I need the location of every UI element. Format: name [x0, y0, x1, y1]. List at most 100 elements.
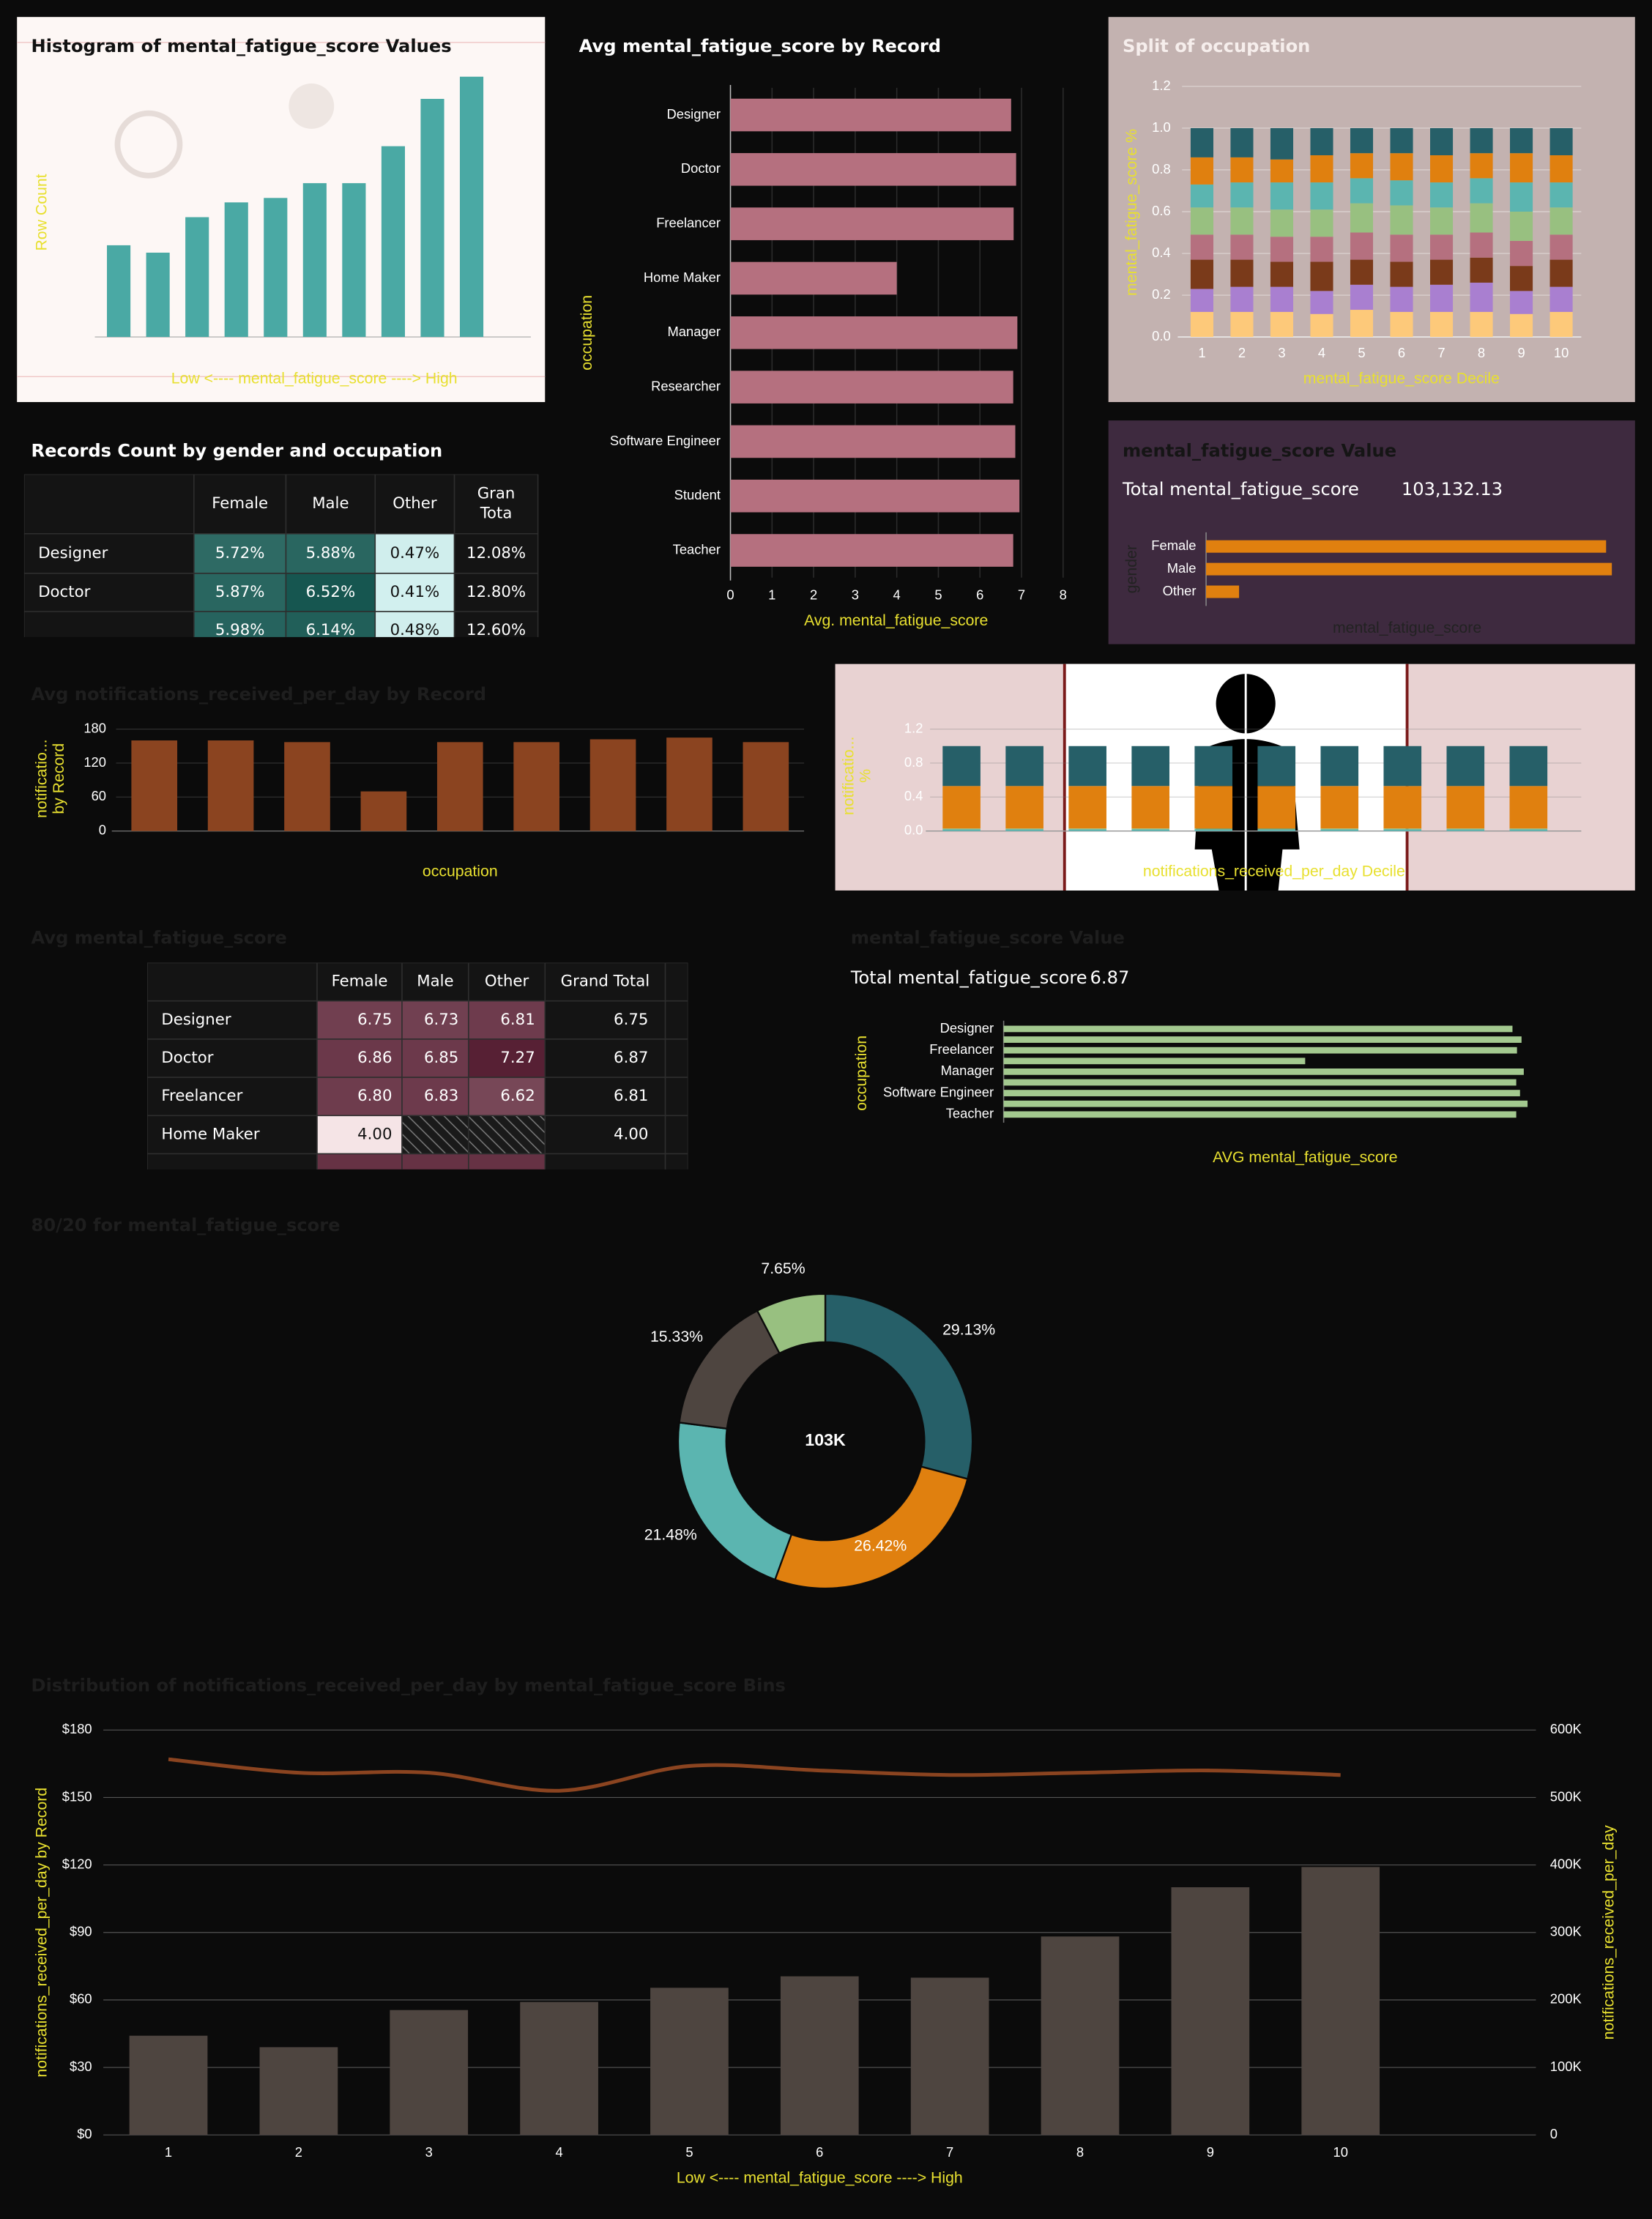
bar-segment: [1510, 212, 1533, 241]
y2-tick-label: 100K: [1550, 2059, 1582, 2074]
y-tick-label: Freelancer: [656, 215, 721, 230]
y-tick-label: 1.2: [1152, 78, 1171, 93]
table-cell: 6.52%: [306, 583, 356, 601]
table-cell-bg: [316, 1077, 403, 1117]
table-header: Female: [332, 973, 388, 991]
table-cell-bg: [401, 962, 469, 1002]
table-cell: 12.08%: [466, 544, 526, 562]
y-axis-label: by Record: [50, 743, 67, 814]
bar: [436, 742, 483, 831]
table-cell: 6.73: [424, 1011, 458, 1029]
bar-segment: [1068, 829, 1106, 831]
bar-segment: [1320, 786, 1359, 829]
y-tick-label: 0.0: [1152, 328, 1171, 343]
bar-segment: [1549, 207, 1573, 235]
y-tick-label: Designer: [940, 1020, 994, 1036]
bar-segment: [1350, 259, 1374, 285]
bar-segment: [1270, 182, 1294, 210]
bar-segment: [1270, 237, 1294, 262]
table-header: Grand Total: [561, 973, 650, 991]
x-tick-label: 7: [1437, 345, 1445, 360]
y2-tick-label: 500K: [1550, 1788, 1582, 1804]
bar-segment: [1430, 259, 1454, 285]
panel: [1108, 420, 1635, 644]
bar: [730, 534, 1013, 567]
table-cell-bg: [285, 611, 376, 637]
donut-slice: [756, 1293, 827, 1355]
bar: [1003, 1047, 1517, 1054]
chart-title: Distribution of notifications_received_p…: [31, 1675, 786, 1695]
table-cell: 6.86: [357, 1049, 392, 1067]
bar-segment: [1131, 829, 1169, 831]
bar-segment: [1446, 829, 1485, 831]
x-tick-label: 2: [295, 2144, 302, 2160]
bar-segment: [1257, 786, 1296, 829]
y-tick-label: Student: [674, 487, 721, 502]
x-tick-label: 0: [726, 587, 734, 603]
y-axis-label: notifications_received_per_day by Record: [33, 1788, 51, 2078]
table-cell-bg: [147, 1000, 318, 1040]
table-cell: 5.87%: [215, 583, 265, 601]
bar-segment: [1383, 828, 1422, 830]
bar-segment: [1350, 310, 1374, 338]
chart-title: 80/20 for mental_fatigue_score: [31, 1215, 341, 1235]
table-cell: Designer: [38, 544, 108, 562]
x-tick-label: 7: [1018, 587, 1025, 603]
bar-segment: [1350, 127, 1374, 154]
y-tick-label: 1.2: [904, 720, 923, 735]
table-cell-bg: [316, 1038, 403, 1078]
bar-segment: [1549, 127, 1573, 156]
bar-segment: [1230, 127, 1254, 157]
bar-segment: [1430, 127, 1454, 156]
bar-segment: [1194, 786, 1233, 829]
x-tick-label: 10: [1333, 2144, 1347, 2160]
y-tick-label: $120: [62, 1856, 92, 1871]
y-tick-label: 0.0: [904, 822, 923, 838]
bar-segment: [1320, 828, 1359, 830]
bar: [1003, 1068, 1524, 1075]
table-cell: 6.81: [614, 1087, 648, 1105]
bar-segment: [1509, 786, 1548, 829]
bar: [264, 198, 288, 338]
bar: [459, 76, 484, 338]
table-cell-bg: [401, 1038, 469, 1078]
y-axis-label: occupation: [578, 295, 595, 371]
bar: [730, 425, 1016, 458]
illustration: [114, 110, 183, 179]
bar: [730, 371, 1013, 404]
chart-title: mental_fatigue_score Value: [1123, 441, 1396, 461]
x-tick-label: 2: [1238, 345, 1246, 360]
table-cell-bg: [453, 474, 539, 535]
table-cell-bg: [374, 474, 455, 535]
x-axis-label: Low <---- mental_fatigue_score ----> Hig…: [171, 370, 458, 387]
bar: [1003, 1036, 1522, 1043]
bar-segment: [1320, 746, 1359, 787]
table-header: Other: [392, 494, 437, 513]
table-cell: 7.27: [500, 1049, 535, 1067]
bar-segment: [1549, 286, 1573, 312]
bar-segment: [1190, 127, 1213, 157]
table-cell: 5.98%: [215, 621, 265, 639]
table-cell-bg: [664, 1000, 688, 1040]
bar: [730, 261, 897, 295]
table-cell-bg: [285, 573, 376, 612]
table-header: Male: [312, 494, 349, 513]
x-tick-label: 10: [1554, 345, 1569, 360]
bar-segment: [1390, 180, 1413, 206]
table-cell: 0.48%: [390, 621, 440, 639]
table-header: Gran: [477, 485, 516, 503]
chart-title: Avg notifications_received_per_day by Re…: [31, 684, 487, 705]
x-tick-label: 8: [1060, 587, 1067, 603]
bar-segment: [1310, 261, 1333, 291]
table-cell-bg: [664, 1077, 688, 1117]
bar-segment: [1257, 828, 1296, 830]
y-axis-label: notificatio...: [33, 739, 51, 817]
y-tick-label: Teacher: [946, 1106, 994, 1121]
table-cell-bg: [285, 533, 376, 574]
bar-segment: [1068, 786, 1106, 829]
bar-segment: [1470, 178, 1493, 204]
bar-segment: [1549, 259, 1573, 287]
bar-segment: [1350, 153, 1374, 179]
y-tick-label: Manager: [668, 324, 721, 339]
